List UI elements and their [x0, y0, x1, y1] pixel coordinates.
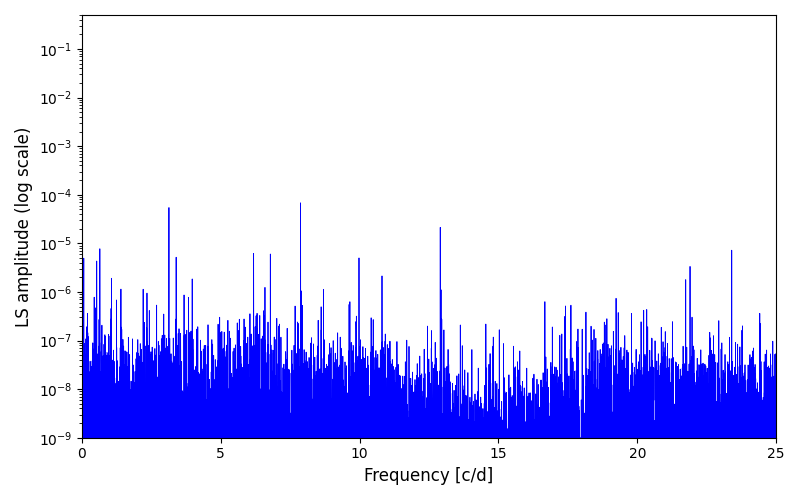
- X-axis label: Frequency [c/d]: Frequency [c/d]: [364, 467, 494, 485]
- Y-axis label: LS amplitude (log scale): LS amplitude (log scale): [15, 126, 33, 326]
